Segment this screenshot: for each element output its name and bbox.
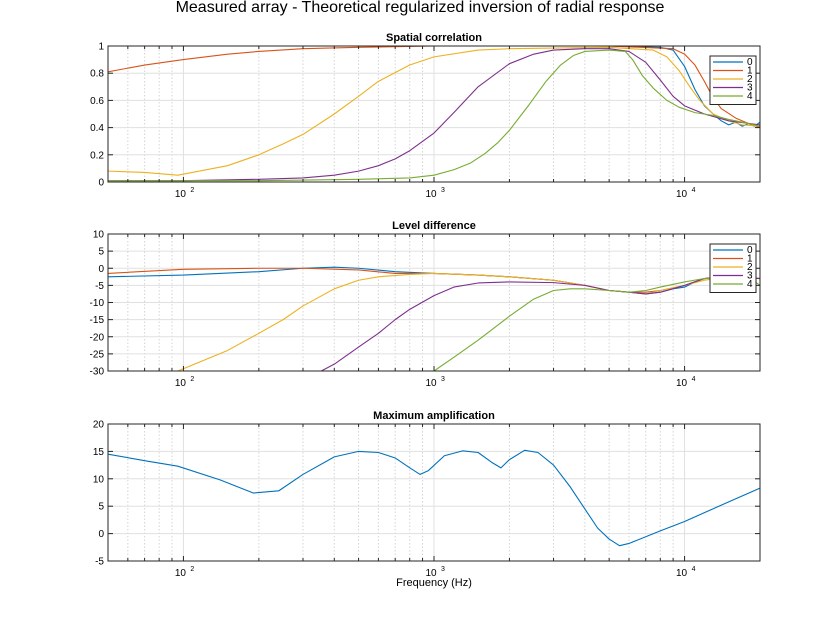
level-difference-y-tick-label: -25 bbox=[90, 349, 105, 360]
level-difference-series-line-3 bbox=[321, 276, 760, 371]
spatial-correlation-series-group bbox=[108, 46, 760, 182]
maximum-amplification-x-tick-label-exponent: 3 bbox=[441, 566, 445, 573]
maximum-amplification-y-tick-label: 5 bbox=[98, 502, 104, 513]
level-difference-y-tick-label: -15 bbox=[90, 315, 105, 326]
level-difference-series-group bbox=[108, 266, 760, 371]
maximum-amplification-x-tick-label-exponent: 2 bbox=[190, 566, 194, 573]
level-difference-legend-label-0: 0 bbox=[747, 245, 753, 256]
spatial-correlation-title: Spatial correlation bbox=[386, 32, 482, 44]
spatial-correlation-x-tick-label: 10 bbox=[175, 189, 187, 200]
spatial-correlation-x-tick-label-exponent: 4 bbox=[692, 187, 696, 194]
spatial-correlation-legend-label-4: 4 bbox=[747, 91, 753, 102]
spatial-correlation-series-line-4 bbox=[108, 49, 760, 182]
level-difference-title: Level difference bbox=[392, 220, 476, 232]
spatial-correlation-series-line-1 bbox=[108, 46, 760, 129]
spatial-correlation-x-tick-label: 10 bbox=[425, 189, 437, 200]
level-difference-legend-label-4: 4 bbox=[747, 279, 753, 290]
spatial-correlation-y-tick-label: 0.2 bbox=[90, 150, 104, 161]
spatial-correlation-series-line-2 bbox=[108, 46, 760, 176]
maximum-amplification-y-tick-label: 0 bbox=[98, 529, 104, 540]
level-difference-x-tick-label-exponent: 4 bbox=[692, 376, 696, 383]
level-difference-y-tick-label: 0 bbox=[98, 264, 104, 275]
level-difference-legend-label-3: 3 bbox=[747, 271, 753, 282]
maximum-amplification-x-tick-label: 10 bbox=[425, 568, 437, 579]
spatial-correlation-y-tick-label: 0 bbox=[98, 178, 104, 189]
spatial-correlation-legend-label-2: 2 bbox=[747, 74, 753, 85]
maximum-amplification-x-axis-label: Frequency (Hz) bbox=[396, 577, 472, 589]
level-difference-y-tick-label: -10 bbox=[90, 298, 105, 309]
maximum-amplification-x-tick-label-exponent: 4 bbox=[692, 566, 696, 573]
spatial-correlation-y-tick-label: 0.8 bbox=[90, 69, 104, 80]
spatial-correlation-y-tick-label: 1 bbox=[98, 42, 104, 53]
level-difference-x-tick-label: 10 bbox=[175, 378, 187, 389]
maximum-amplification-x-tick-label: 10 bbox=[676, 568, 688, 579]
figure-title: Measured array - Theoretical regularized… bbox=[175, 0, 665, 16]
level-difference-y-tick-label: -20 bbox=[90, 332, 105, 343]
level-difference-y-tick-label: 5 bbox=[98, 247, 104, 258]
spatial-correlation-legend-label-3: 3 bbox=[747, 83, 753, 94]
level-difference-x-tick-label-exponent: 3 bbox=[441, 376, 445, 383]
spatial-correlation-x-tick-label-exponent: 3 bbox=[441, 187, 445, 194]
spatial-correlation-series-line-3 bbox=[108, 48, 760, 182]
level-difference-y-tick-label: -30 bbox=[90, 367, 105, 378]
maximum-amplification-series-group bbox=[108, 449, 760, 547]
maximum-amplification-y-tick-label: 10 bbox=[93, 474, 105, 485]
level-difference-x-tick-label: 10 bbox=[425, 378, 437, 389]
level-difference-legend-label-1: 1 bbox=[747, 254, 753, 265]
maximum-amplification-x-tick-label: 10 bbox=[175, 568, 187, 579]
spatial-correlation-x-tick-label-exponent: 2 bbox=[190, 187, 194, 194]
maximum-amplification-y-tick-label: -5 bbox=[95, 557, 104, 568]
level-difference-x-tick-label-exponent: 2 bbox=[190, 376, 194, 383]
maximum-amplification-y-tick-label: 20 bbox=[93, 420, 105, 431]
spatial-correlation-y-tick-label: 0.4 bbox=[90, 123, 104, 134]
spatial-correlation-x-tick-label: 10 bbox=[676, 189, 688, 200]
maximum-amplification-series-line-0 bbox=[108, 449, 760, 547]
maximum-amplification-title: Maximum amplification bbox=[373, 410, 495, 422]
level-difference-legend-label-2: 2 bbox=[747, 262, 753, 273]
level-difference-x-tick-label: 10 bbox=[676, 378, 688, 389]
level-difference-y-tick-label: -5 bbox=[95, 281, 104, 292]
spatial-correlation-legend-label-0: 0 bbox=[747, 57, 753, 68]
spatial-correlation-legend-label-1: 1 bbox=[747, 66, 753, 77]
maximum-amplification-y-tick-label: 15 bbox=[93, 447, 105, 458]
spatial-correlation-y-tick-label: 0.6 bbox=[90, 96, 104, 107]
level-difference-y-tick-label: 10 bbox=[93, 230, 105, 241]
